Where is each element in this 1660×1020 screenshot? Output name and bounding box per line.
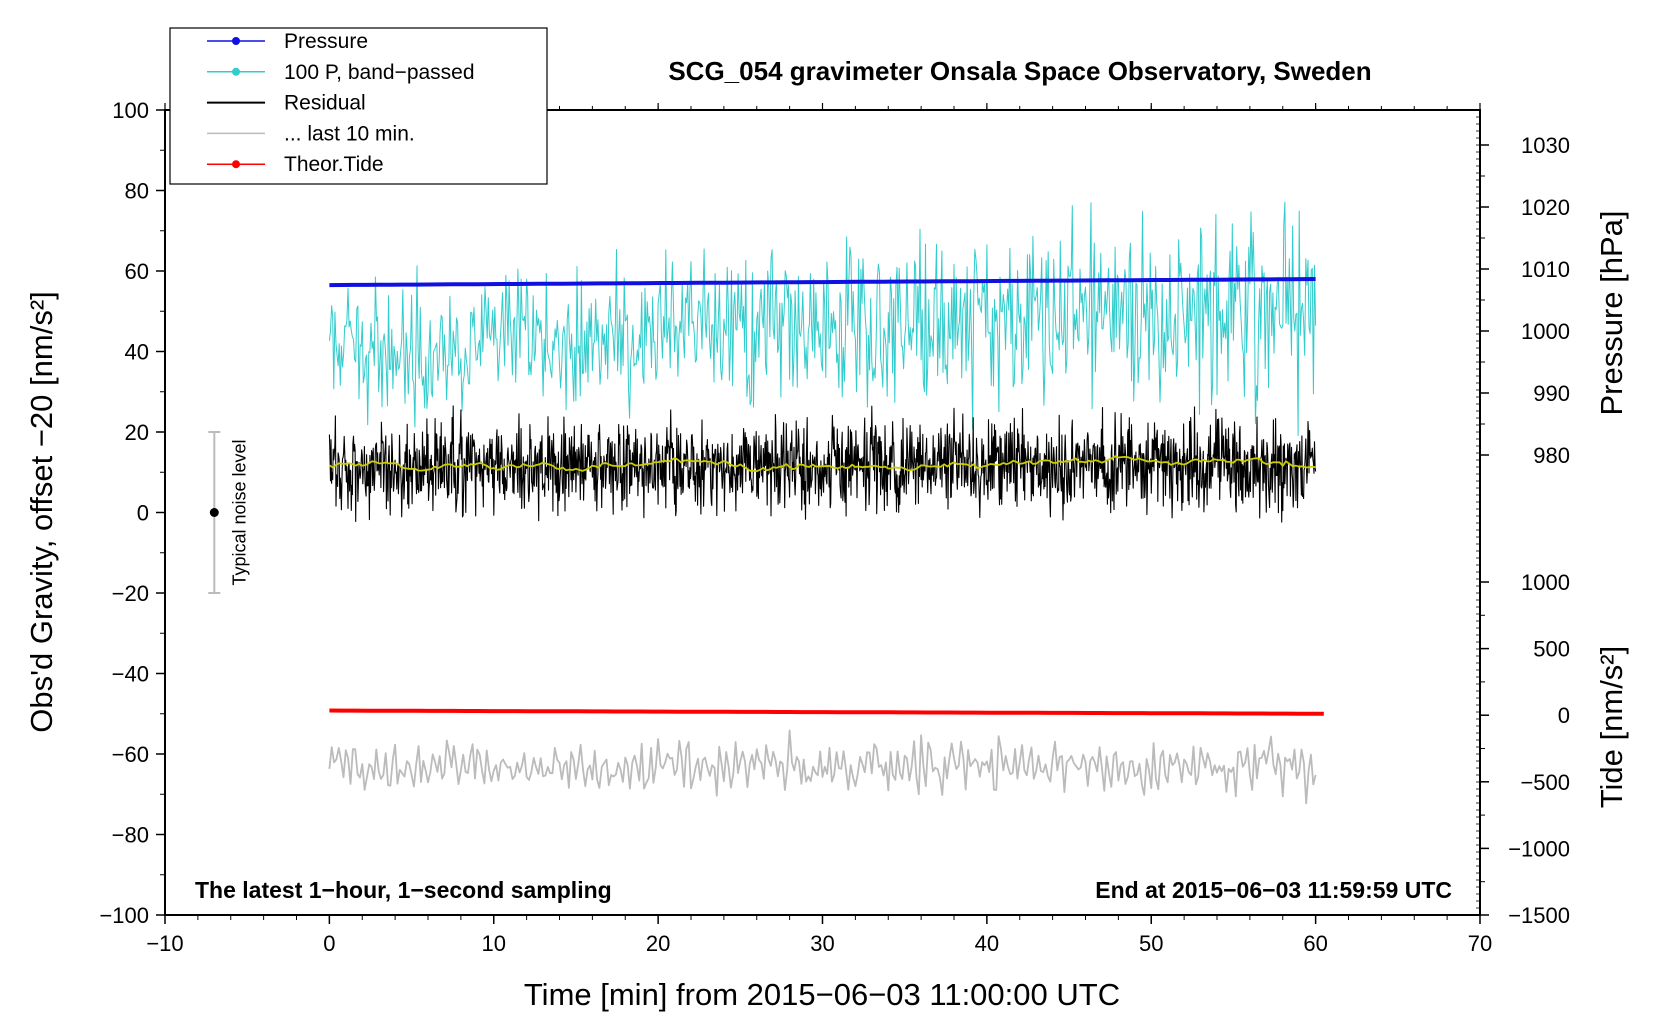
y-tick-label: 100 bbox=[112, 98, 149, 123]
tide-tick-label: −500 bbox=[1520, 770, 1570, 795]
noise-bar: Typical noise level bbox=[208, 431, 249, 594]
y-tick-label: −100 bbox=[99, 903, 149, 928]
legend-swatch-marker bbox=[232, 67, 240, 76]
y-axis-tide: 1000 500 0 −500 −1000 −1500 bbox=[1480, 570, 1570, 928]
y-tick-label: 40 bbox=[125, 340, 149, 365]
x-tick-label: 30 bbox=[810, 931, 834, 956]
tide-tick-label: −1000 bbox=[1508, 836, 1570, 861]
legend-label: ... last 10 min. bbox=[284, 122, 415, 145]
chart-title: SCG_054 gravimeter Onsala Space Observat… bbox=[668, 56, 1371, 86]
y-axis-title: Obs'd Gravity, offset −20 [nm/s²] bbox=[24, 291, 59, 733]
noise-label: Typical noise level bbox=[229, 439, 249, 585]
y-tick-label: 0 bbox=[137, 501, 149, 526]
series-line bbox=[328, 729, 1317, 805]
y-tick-label: −40 bbox=[112, 662, 149, 687]
x-axis-title: Time [min] from 2015−06−03 11:00:00 UTC bbox=[524, 977, 1120, 1012]
legend-label: Residual bbox=[284, 92, 366, 115]
x-tick-label: 40 bbox=[975, 931, 999, 956]
x-tick-label: 60 bbox=[1303, 931, 1327, 956]
series-line bbox=[328, 455, 1316, 473]
pressure-axis-title: Pressure [hPa] bbox=[1594, 210, 1629, 415]
pressure-tick-label: 990 bbox=[1533, 381, 1570, 406]
x-tick-label: −10 bbox=[146, 931, 183, 956]
left-note: The latest 1−hour, 1−second sampling bbox=[195, 877, 612, 903]
pressure-tick-label: 980 bbox=[1533, 443, 1570, 468]
noise-bar-center-dot bbox=[209, 508, 219, 517]
tide-tick-label: 0 bbox=[1558, 703, 1570, 728]
y-axis-left: 100 80 60 40 20 0 −20 −40 −60 −80 −100 bbox=[99, 98, 165, 928]
x-tick-label: 70 bbox=[1468, 931, 1492, 956]
legend-entries: Pressure 100 P, band−passed Residual ... la… bbox=[207, 30, 475, 176]
x-tick-label: 0 bbox=[323, 931, 335, 956]
tide-tick-label: −1500 bbox=[1508, 903, 1570, 928]
legend: Pressure 100 P, band−passed Residual ... la… bbox=[169, 27, 548, 185]
tide-tick-label: 500 bbox=[1533, 637, 1570, 662]
x-axis: −10 0 10 20 30 40 50 60 70 bbox=[146, 103, 1492, 956]
legend-label: Theor.Tide bbox=[284, 153, 384, 176]
legend-label: Pressure bbox=[284, 30, 368, 53]
pressure-tick-label: 1030 bbox=[1521, 133, 1570, 158]
legend-swatch-marker bbox=[232, 37, 240, 45]
y-tick-label: −80 bbox=[112, 823, 149, 848]
y-tick-label: 80 bbox=[125, 179, 149, 204]
pressure-tick-label: 1010 bbox=[1521, 257, 1570, 282]
right-note: End at 2015−06−03 11:59:59 UTC bbox=[1095, 877, 1452, 903]
x-tick-label: 50 bbox=[1139, 931, 1163, 956]
y-tick-label: −20 bbox=[112, 581, 149, 606]
pressure-tick-label: 1020 bbox=[1521, 195, 1570, 220]
y-axis-pressure: 1030 1020 1010 1000 990 980 bbox=[1476, 109, 1570, 916]
tide-tick-label: 1000 bbox=[1521, 570, 1570, 595]
series-layer bbox=[328, 201, 1324, 805]
series-line bbox=[328, 201, 1317, 437]
series-line bbox=[329, 708, 1324, 716]
series-line bbox=[329, 277, 1316, 288]
legend-box bbox=[169, 27, 548, 185]
legend-swatch-marker bbox=[232, 160, 240, 169]
y-tick-label: −60 bbox=[112, 742, 149, 767]
legend-label: 100 P, band−passed bbox=[284, 61, 475, 84]
y-tick-label: 20 bbox=[125, 420, 149, 445]
y-tick-label: 60 bbox=[125, 259, 149, 284]
tide-axis-title: Tide [nm/s²] bbox=[1594, 646, 1629, 809]
x-tick-label: 20 bbox=[646, 931, 670, 956]
pressure-tick-label: 1000 bbox=[1521, 319, 1570, 344]
x-tick-label: 10 bbox=[482, 931, 506, 956]
